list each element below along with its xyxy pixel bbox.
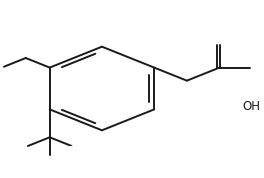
Text: F: F (99, 162, 105, 175)
Text: O: O (43, 13, 53, 26)
Text: O: O (208, 139, 217, 152)
Text: F: F (71, 147, 78, 160)
Text: F: F (126, 147, 133, 160)
Text: O: O (12, 24, 21, 37)
Text: OH: OH (243, 100, 261, 113)
